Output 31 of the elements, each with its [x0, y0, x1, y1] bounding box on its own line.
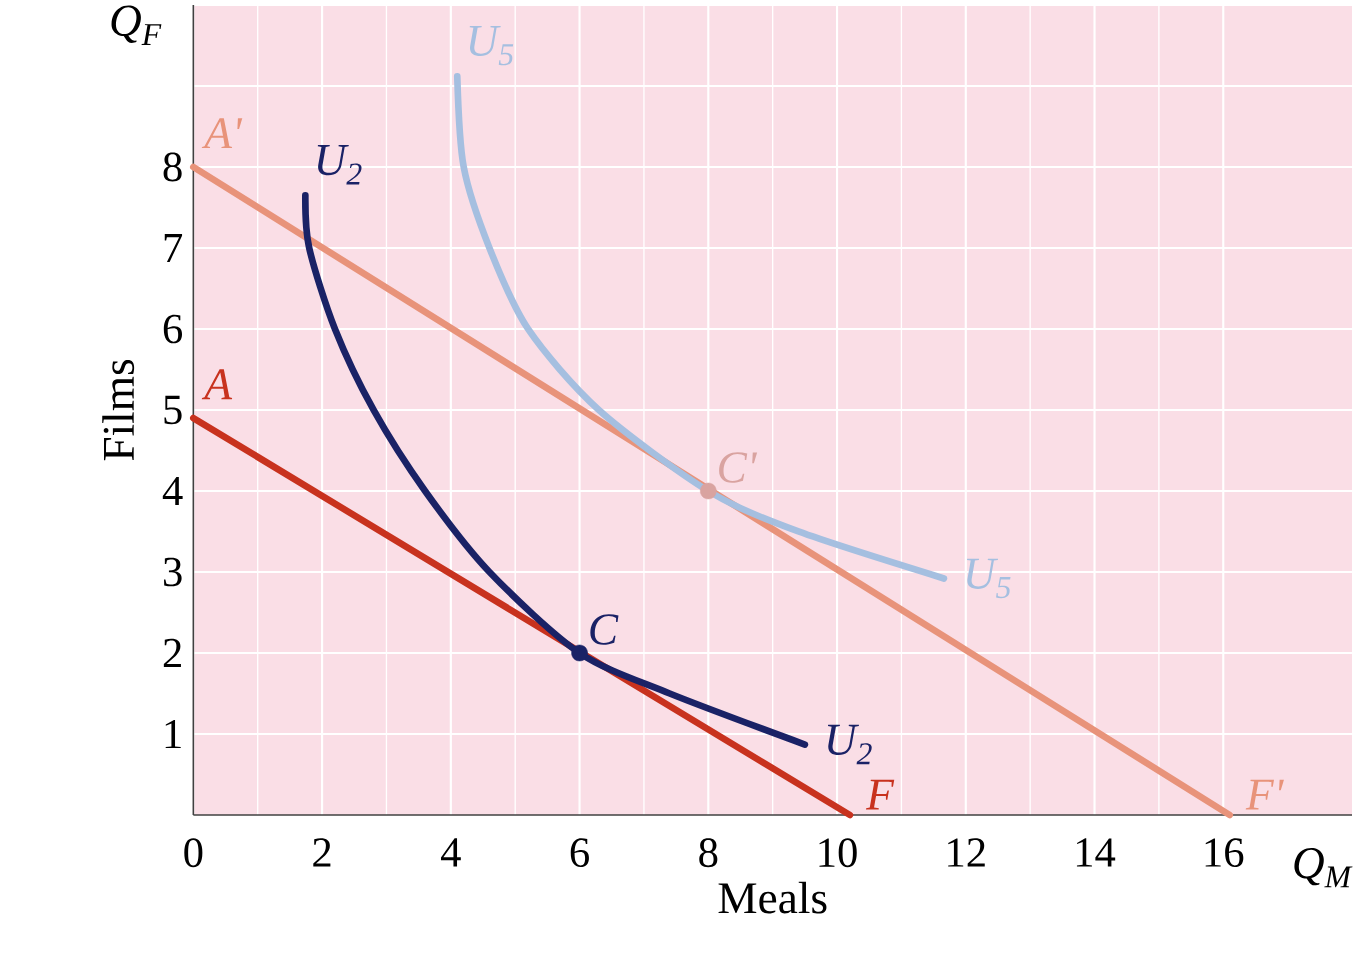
x-tick-label: 12: [948, 838, 985, 867]
annotation: U$_{5}$: [966, 558, 1011, 599]
y-tick-label: 2: [163, 638, 181, 668]
x-tick-label: 6: [570, 838, 589, 868]
y-tick-label: 6: [163, 314, 183, 344]
x-tick-label: 14: [1076, 838, 1116, 867]
annotation: F: [865, 779, 895, 810]
y-tick-label: 8: [163, 152, 182, 182]
x-tick-label: 0: [184, 838, 203, 868]
y-tick-label: 3: [164, 557, 182, 587]
x-tick-label: 10: [819, 838, 857, 868]
annotation: U$_{2}$: [317, 145, 362, 185]
annotation: A': [201, 118, 243, 149]
annotation: F': [1245, 779, 1284, 810]
x-tick-label: 8: [699, 838, 718, 868]
annotation: C: [590, 614, 619, 645]
x-tick-label: 4: [440, 838, 461, 867]
y-tick-label: 7: [164, 234, 183, 262]
annotation: U$_{5}$: [469, 25, 514, 66]
y-tick-label: 4: [162, 476, 183, 506]
y-tick-label: 1: [165, 719, 181, 749]
x-axis-title: Meals: [718, 881, 827, 914]
y-axis-title: Films: [102, 359, 135, 461]
text: Q$_{M}$: [1294, 847, 1353, 888]
x-tick-label: 2: [313, 838, 331, 867]
annotation: C': [719, 452, 758, 483]
annotation: U$_{2}$: [827, 724, 872, 765]
annotation: A: [201, 369, 233, 400]
y-tick-label: 5: [164, 395, 182, 425]
x-tick-label: 16: [1205, 838, 1244, 868]
text: Q$_{F}$: [111, 5, 162, 45]
